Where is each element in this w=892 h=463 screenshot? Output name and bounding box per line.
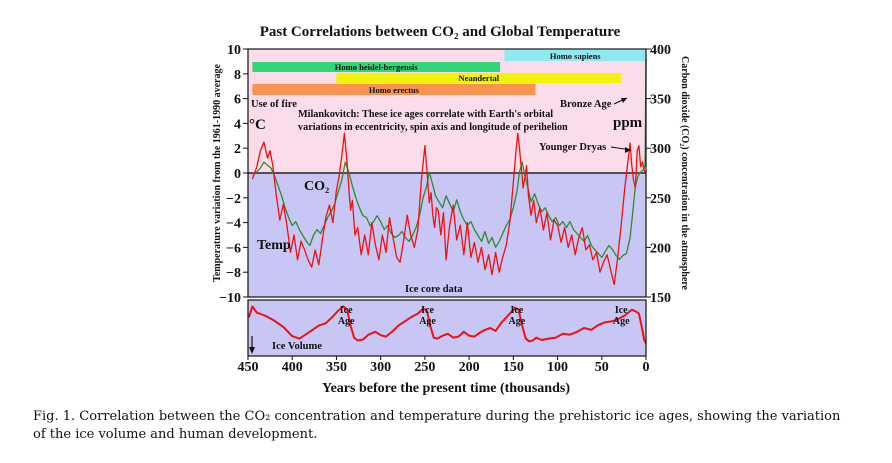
caption-line-2: of the ice volume and human development. xyxy=(33,427,318,442)
ice-age-label-line2: Age xyxy=(338,316,355,327)
ice-panel-frame xyxy=(247,299,647,357)
left-axis-tick-label: −8 xyxy=(226,266,241,281)
annotation-bronze-age: Bronze Age xyxy=(560,99,612,110)
x-axis-tick-label: 300 xyxy=(370,360,391,375)
figure-caption: Fig. 1. Correlation between the CO₂ conc… xyxy=(33,408,878,444)
left-axis-tick-label: 0 xyxy=(234,167,241,182)
ice-age-label-line2: Age xyxy=(509,316,526,327)
annotation-temp: Temp xyxy=(257,238,291,253)
ice-age-label-line2: Age xyxy=(613,316,630,327)
human-bar-label: Homo erectus xyxy=(369,85,420,95)
x-axis-label: Years before the present time (thousands… xyxy=(322,381,570,396)
younger-dryas-arrowhead xyxy=(625,147,631,153)
left-axis-tick-label: 4 xyxy=(234,117,241,132)
left-axis-tick-label: −10 xyxy=(219,291,241,306)
human-bar xyxy=(252,84,536,95)
ice-age-label-line1: Ice xyxy=(510,305,523,316)
left-axis-tick-label: 8 xyxy=(234,68,241,83)
x-axis-tick-label: 150 xyxy=(503,360,524,375)
human-bar xyxy=(504,50,646,61)
right-axis-tick-label: 350 xyxy=(650,93,671,108)
human-bar xyxy=(336,73,622,83)
ice-volume-arrowhead xyxy=(249,347,255,354)
x-axis-tick-label: 450 xyxy=(238,360,259,375)
ice-age-label-line1: Ice xyxy=(421,305,434,316)
ice-age-label-line1: Ice xyxy=(340,305,353,316)
right-axis-tick-label: 200 xyxy=(650,241,671,256)
x-axis-tick-label: 350 xyxy=(326,360,347,375)
x-axis-tick-label: 100 xyxy=(547,360,568,375)
human-bar xyxy=(252,62,501,72)
human-bar-label: Homo heidel-bergensis xyxy=(335,62,419,72)
plot-series xyxy=(248,58,647,286)
annotation-younger-dryas: Younger Dryas xyxy=(539,142,606,153)
annotation-ppm: ppm xyxy=(613,115,643,131)
ice-age-label-line1: Ice xyxy=(615,305,628,316)
axes: 10 8 6 4 2 0 −2 −4 −6 −8 −10 400 350 300 250 200 150 450 4… xyxy=(219,43,671,375)
left-axis-tick-label: 6 xyxy=(234,93,241,108)
annotation-ice-core: Ice core data xyxy=(405,284,463,295)
human-bar-label: Homo sapiens xyxy=(550,51,601,61)
left-axis-tick-label: −2 xyxy=(226,192,241,207)
co2-series-line xyxy=(252,58,647,260)
chart-title: Past Correlations between CO₂ and Global… xyxy=(260,24,621,40)
background-bands xyxy=(248,49,646,356)
x-axis-tick-label: 400 xyxy=(282,360,303,375)
right-axis-tick-label: 400 xyxy=(650,43,671,58)
left-axis-tick-label: 10 xyxy=(227,43,241,58)
annotation-use-of-fire: Use of fire xyxy=(251,99,297,110)
human-development-bars: Homo sapiens Homo heidel-bergensis Neander… xyxy=(252,50,646,95)
ice-volume-label: Ice Volume xyxy=(272,341,322,352)
temperature-series-line xyxy=(251,132,647,286)
left-axis-tick-label: −6 xyxy=(226,241,241,256)
x-axis-tick-label: 200 xyxy=(459,360,480,375)
right-axis-tick-label: 150 xyxy=(650,291,671,306)
right-axis-tick-label: 300 xyxy=(650,142,671,157)
chart: Homo sapiens Homo heidel-bergensis Neander… xyxy=(212,24,690,396)
x-axis-tick-label: 50 xyxy=(595,360,609,375)
annotation-co2: CO₂ xyxy=(304,179,329,194)
caption-line-1: Fig. 1. Correlation between the CO₂ conc… xyxy=(33,409,841,424)
left-axis-tick-label: 2 xyxy=(234,142,241,157)
annotation-milankovitch-line1: Milankovitch: These ice ages correlate w… xyxy=(298,109,553,120)
x-axis-tick-label: 0 xyxy=(643,360,650,375)
ice-volume-line xyxy=(247,305,647,344)
y-axis-label-right: Carbon dioxide (CO₂) concentration in th… xyxy=(679,56,690,290)
y-axis-label-left: Temperature variation from the 1961-1990… xyxy=(212,64,223,282)
left-axis-tick-label: −4 xyxy=(226,217,241,232)
human-bar-label: Neandertal xyxy=(459,73,500,83)
annotation-degc: °C xyxy=(249,117,266,133)
annotation-milankovitch-line2: variations in eccentricity, spin axis an… xyxy=(298,122,568,133)
x-axis-tick-label: 250 xyxy=(414,360,435,375)
bronze-age-arrowhead xyxy=(621,98,627,103)
right-axis-tick-label: 250 xyxy=(650,192,671,207)
ice-age-label-line2: Age xyxy=(419,316,436,327)
